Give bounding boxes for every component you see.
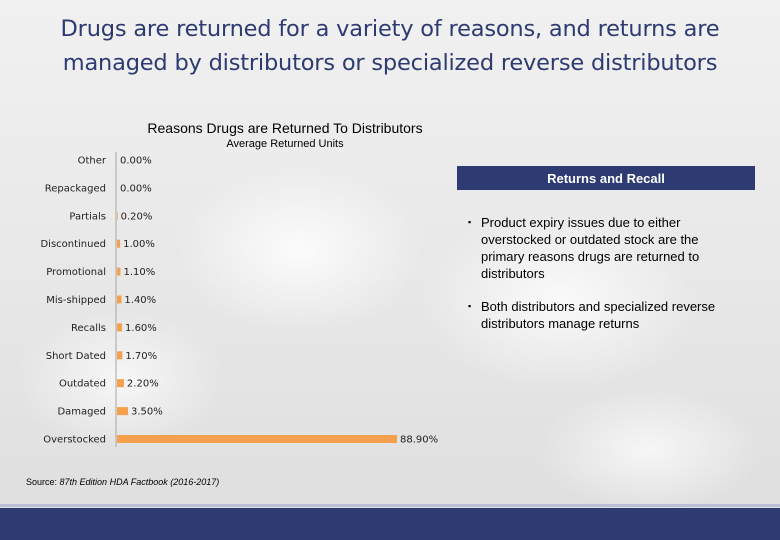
bullet-item: ▪ Both distributors and specialized reve… (468, 298, 743, 332)
value-label: 2.20% (127, 379, 159, 390)
value-label: 1.00% (123, 239, 155, 250)
value-label: 3.50% (131, 407, 163, 418)
footer-bar (0, 508, 780, 540)
bar (117, 267, 121, 276)
category-label: Promotional (46, 267, 106, 278)
category-label: Discontinued (40, 239, 106, 250)
bullet-square-icon: ▪ (468, 217, 472, 227)
category-label: Overstocked (43, 435, 106, 446)
value-label: 0.00% (120, 183, 152, 194)
category-label: Short Dated (46, 351, 106, 362)
value-label: 1.70% (125, 351, 157, 362)
bar (117, 323, 123, 332)
value-label: 1.60% (125, 323, 157, 334)
bar (117, 435, 397, 443)
returns-recall-header: Returns and Recall (457, 166, 755, 190)
bullet-text: Product expiry issues due to either over… (481, 215, 700, 281)
source-note: Source: 87th Edition HDA Factbook (2016-… (26, 477, 219, 487)
value-label: 1.40% (124, 295, 156, 306)
bullet-square-icon: ▪ (468, 301, 472, 311)
slide-title-line-1: Drugs are returned for a variety of reas… (60, 16, 720, 42)
chart-subtitle: Average Returned Units (226, 138, 344, 150)
bullet-text: Both distributors and specialized revers… (481, 299, 716, 331)
returns-recall-bullets: ▪ Product expiry issues due to either ov… (468, 214, 743, 348)
bar (117, 351, 123, 360)
category-label: Other (78, 156, 107, 167)
source-reference: 87th Edition HDA Factbook (2016-2017) (59, 477, 220, 487)
bar (117, 295, 122, 304)
bar (117, 239, 121, 248)
category-label: Mis-shipped (46, 295, 106, 306)
slide-title: Drugs are returned for a variety of reas… (0, 12, 780, 80)
bar (117, 407, 129, 416)
bullet-item: ▪ Product expiry issues due to either ov… (468, 214, 743, 282)
slide-title-line-2: managed by distributors or specialized r… (62, 50, 718, 76)
source-prefix: Source: (26, 477, 60, 487)
category-label: Damaged (57, 407, 106, 418)
value-label: 0.00% (120, 156, 152, 167)
bar (117, 379, 124, 388)
category-label: Recalls (71, 323, 106, 334)
value-label: 1.10% (123, 267, 155, 278)
category-label: Outdated (59, 379, 106, 390)
value-label: 88.90% (400, 435, 438, 446)
category-label: Repackaged (45, 183, 106, 194)
footer-divider (0, 504, 780, 507)
category-label: Partials (69, 211, 106, 222)
chart-title: Reasons Drugs are Returned To Distributo… (147, 120, 423, 136)
value-label: 0.20% (121, 211, 153, 222)
bar (117, 211, 118, 220)
